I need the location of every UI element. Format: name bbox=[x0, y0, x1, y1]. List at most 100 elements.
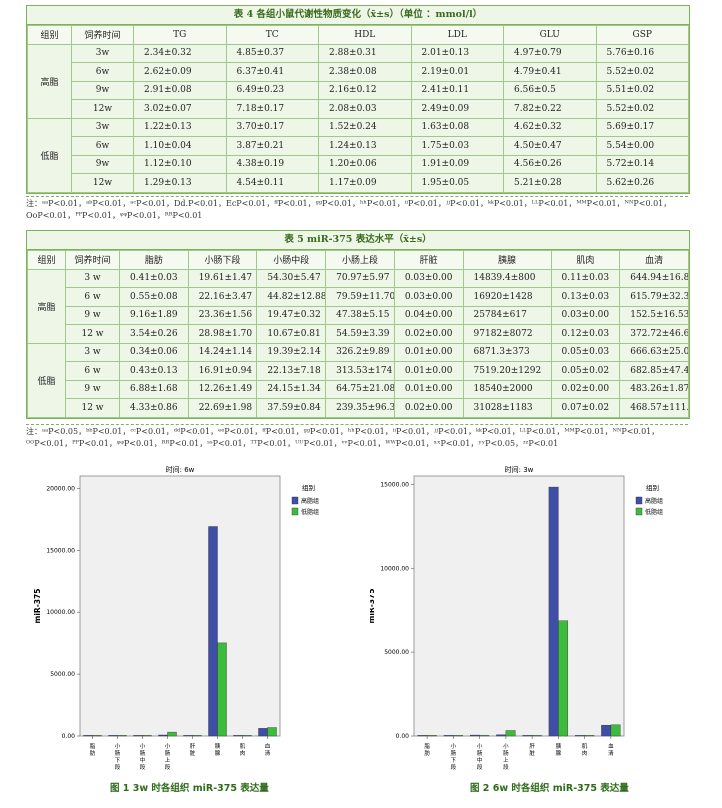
value-cell: 1.24±0.13 bbox=[318, 136, 412, 156]
bar-low-fat bbox=[426, 735, 437, 737]
value-cell: 18540±2000 bbox=[462, 379, 552, 399]
table5-header-9: 血清 bbox=[619, 250, 689, 270]
chart-2: 时间: 3w 0.00 5000.00 10000.00 15000.00 miR-375… bbox=[367, 460, 700, 778]
value-cell: 14839.4±800 bbox=[462, 268, 552, 288]
value-cell: 0.13±0.03 bbox=[550, 287, 621, 307]
value-cell: 1.95±0.05 bbox=[410, 173, 504, 193]
value-cell: 5.76±0.16 bbox=[595, 43, 689, 63]
table-row: 12 w 3.54±0.26 28.98±1.70 10.67±0.81 54.59±3… bbox=[28, 324, 689, 344]
value-cell: 7519.20±1292 bbox=[462, 361, 552, 381]
value-cell: 2.38±0.08 bbox=[318, 62, 412, 82]
value-cell: 483.26±1.87 bbox=[619, 379, 689, 399]
table-row: 高脂 3 w 0.41±0.03 19.61±1.47 54.30±5.47 70.97±… bbox=[27, 268, 689, 344]
value-cell: 19.39±2.14 bbox=[256, 342, 327, 362]
x-tick-label: 小肠中段 bbox=[140, 742, 146, 771]
value-cell: 4.33±0.86 bbox=[119, 398, 189, 418]
legend-swatch bbox=[635, 496, 643, 505]
value-cell: 4.38±0.19 bbox=[225, 154, 319, 174]
value-cell: 1.52±0.24 bbox=[318, 117, 412, 137]
table4-header-7: GSP bbox=[595, 25, 689, 45]
value-cell: 3.87±0.21 bbox=[225, 136, 319, 156]
x-tick-label: 小肠上段 bbox=[503, 742, 509, 771]
value-cell: 97182±8072 bbox=[462, 324, 552, 344]
value-cell: 0.05±0.02 bbox=[550, 361, 621, 381]
value-cell: 372.72±46.68 bbox=[619, 324, 689, 344]
table4-header-5: LDL bbox=[410, 25, 504, 45]
value-cell: 0.43±0.13 bbox=[119, 361, 189, 381]
bar-high-fat bbox=[601, 724, 612, 737]
bar-high-fat bbox=[183, 735, 193, 737]
value-cell: 22.69±1.98 bbox=[187, 398, 258, 418]
bar-high-fat bbox=[469, 734, 480, 737]
time-cell: 12w bbox=[71, 173, 134, 193]
value-cell: 326.2±9.89 bbox=[325, 342, 395, 362]
bar-low-fat bbox=[610, 724, 621, 737]
bar-high-fat bbox=[108, 735, 118, 737]
legend-title: 组别 bbox=[302, 483, 315, 492]
value-cell: 10.67±0.81 bbox=[256, 324, 327, 344]
bar-high-fat bbox=[443, 735, 454, 737]
bar-low-fat bbox=[558, 620, 569, 737]
table5-header-7: 胰腺 bbox=[462, 250, 552, 270]
x-tick-label: 脂肪 bbox=[424, 742, 430, 757]
table-row: 9 w 9.16±1.89 23.36±1.56 19.47±0.32 47.38±5.… bbox=[28, 305, 689, 325]
bar-low-fat bbox=[92, 735, 102, 737]
x-tick-label: 肝脏 bbox=[190, 743, 196, 757]
table-5-title: 表 5 miR-375 表达水平（x̄±s） bbox=[27, 231, 689, 250]
table-4-grid: 组别 饲养时间 TG TC HDL LDL GLU GSP 高脂 3w 2.34±0.32 4.85… bbox=[27, 25, 689, 193]
time-cell: 3w bbox=[71, 43, 134, 63]
y-tick-label: 15000.00 bbox=[380, 481, 409, 488]
value-cell: 0.11±0.03 bbox=[550, 268, 621, 288]
table-5-note: 注：ᵃᵃP<0.05，ᵇᵇP<0.01，ᶜᶜP<0.01，ᵈᵈP<0.01，ᵉᵉ… bbox=[26, 424, 688, 450]
value-cell: 6871.3±373 bbox=[462, 342, 552, 362]
value-cell: 7.82±0.22 bbox=[503, 99, 597, 119]
value-cell: 22.16±3.47 bbox=[187, 287, 258, 307]
bar-low-fat bbox=[584, 735, 595, 737]
value-cell: 25784±617 bbox=[462, 305, 552, 325]
value-cell: 6.56±0.5 bbox=[503, 80, 597, 100]
table4-header-0: 组别 bbox=[27, 25, 72, 45]
table-row: 9w 1.12±0.10 4.38±0.19 1.20±0.06 1.91±0.09 4.… bbox=[28, 154, 689, 174]
chart-2-caption: 图 2 6w 时各组织 miR-375 表达量 bbox=[470, 783, 629, 794]
value-cell: 5.69±0.17 bbox=[595, 117, 689, 137]
legend-title: 组别 bbox=[646, 483, 659, 492]
value-cell: 0.03±0.00 bbox=[550, 305, 621, 325]
value-cell: 666.63±25.04 bbox=[619, 342, 689, 362]
value-cell: 0.03±0.00 bbox=[393, 268, 464, 288]
legend-swatch bbox=[291, 496, 299, 505]
value-cell: 0.55±0.08 bbox=[119, 287, 189, 307]
bar-low-fat bbox=[167, 731, 177, 737]
table-row: 高脂 3w 2.34±0.32 4.85±0.37 2.88±0.31 2.01±0.13… bbox=[27, 43, 689, 119]
value-cell: 6.88±1.68 bbox=[119, 379, 189, 399]
y-axis-label: miR-375 bbox=[33, 589, 42, 624]
time-cell: 12 w bbox=[65, 398, 120, 418]
value-cell: 615.79±32.31 bbox=[619, 287, 689, 307]
bar-low-fat bbox=[142, 735, 152, 737]
value-cell: 31028±1183 bbox=[462, 398, 552, 418]
value-cell: 1.91±0.09 bbox=[410, 154, 504, 174]
value-cell: 6.37±0.41 bbox=[225, 62, 319, 82]
legend-swatch bbox=[291, 507, 299, 516]
value-cell: 16920±1428 bbox=[462, 287, 552, 307]
table5-group-name: 高脂 bbox=[27, 268, 66, 344]
value-cell: 16.91±0.94 bbox=[187, 361, 258, 381]
time-cell: 6 w bbox=[65, 287, 120, 307]
y-tick-label: 20000.00 bbox=[46, 485, 75, 492]
table4-header-3: TC bbox=[225, 25, 319, 45]
value-cell: 5.54±0.00 bbox=[595, 136, 689, 156]
value-cell: 4.79±0.41 bbox=[503, 62, 597, 82]
value-cell: 239.35±96.32 bbox=[325, 398, 395, 418]
time-cell: 9w bbox=[71, 154, 134, 174]
value-cell: 0.03±0.00 bbox=[393, 287, 464, 307]
table5-group-name: 低脂 bbox=[27, 342, 66, 418]
bar-high-fat bbox=[417, 735, 428, 737]
legend-label: 低脂组 bbox=[645, 508, 663, 516]
bar-low-fat bbox=[479, 735, 490, 737]
table-5: 表 5 miR-375 表达水平（x̄±s） 组别 饲养时间 脂肪 小肠下段 小肠中段小… bbox=[26, 230, 690, 419]
value-cell: 0.07±0.02 bbox=[550, 398, 621, 418]
bar-high-fat bbox=[208, 526, 218, 737]
value-cell: 3.02±0.07 bbox=[133, 99, 227, 119]
value-cell: 1.17±0.09 bbox=[318, 173, 412, 193]
bar-low-fat bbox=[117, 735, 127, 737]
value-cell: 3.70±0.17 bbox=[225, 117, 319, 137]
